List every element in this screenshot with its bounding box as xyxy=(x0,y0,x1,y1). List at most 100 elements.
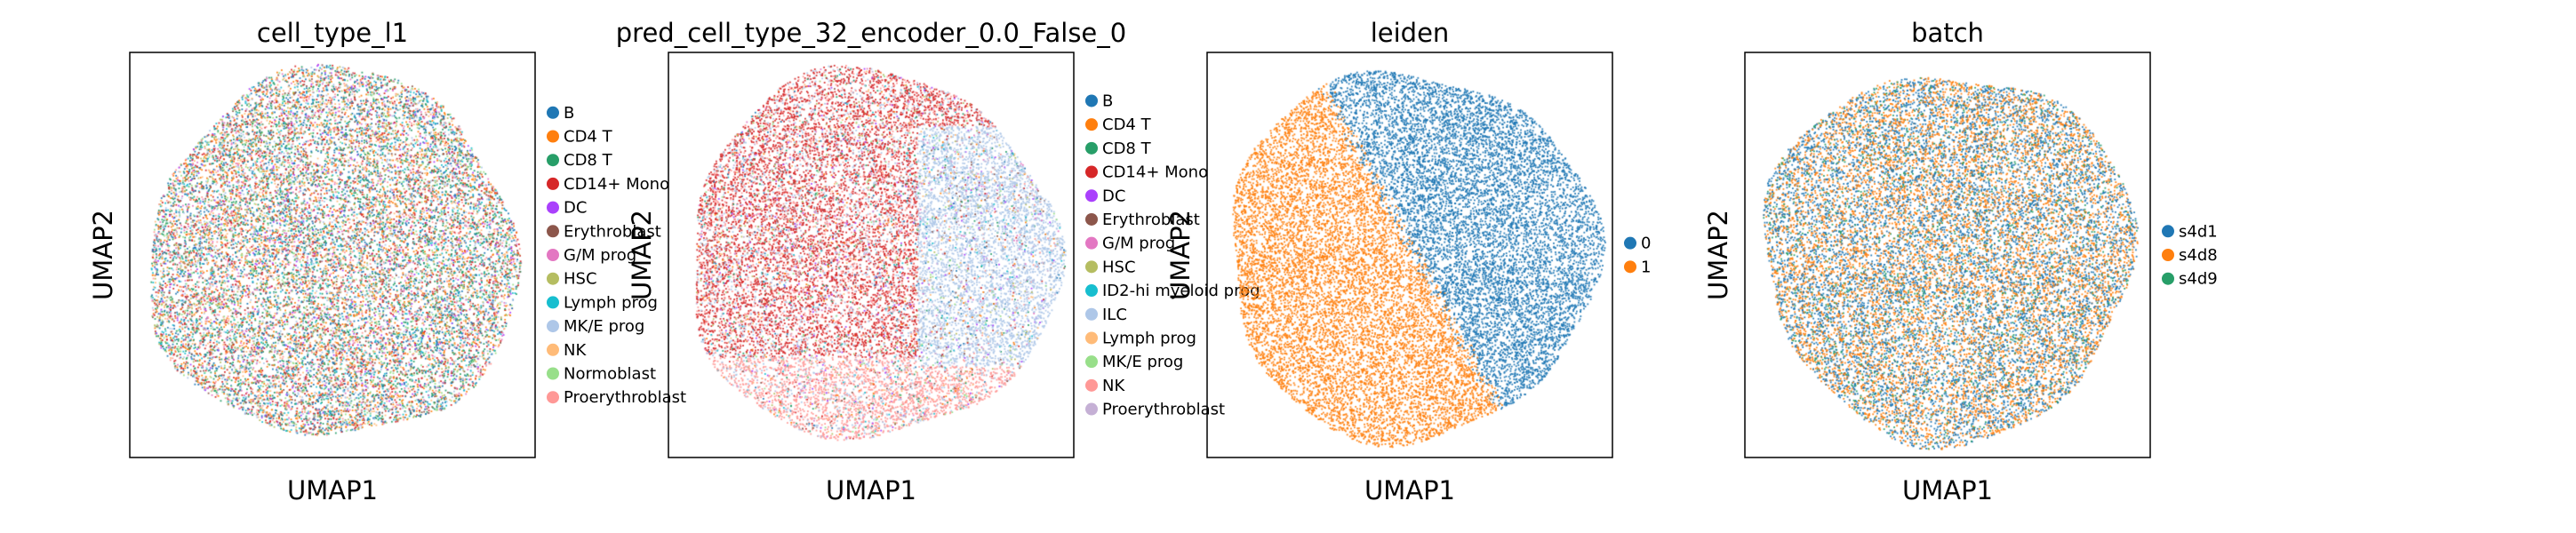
legend-marker xyxy=(547,249,559,261)
legend-item: s4d9 xyxy=(2162,270,2218,289)
legend-item: 1 xyxy=(1624,258,1651,276)
legend-item: NK xyxy=(1085,377,1125,395)
legend-item: CD8 T xyxy=(1085,139,1152,158)
legend-item: G/M prog xyxy=(547,246,636,265)
legend-item: Erythroblast xyxy=(1085,211,1200,229)
legend-label: DC xyxy=(564,199,587,218)
legend-label: MK/E prog xyxy=(1102,353,1183,371)
legend-marker xyxy=(2162,272,2174,285)
legend-marker xyxy=(547,154,559,167)
panel-title: cell_type_l1 xyxy=(257,18,408,48)
legend-item: s4d8 xyxy=(2162,246,2218,265)
plot-frame xyxy=(129,52,536,458)
legend-label: Lymph prog xyxy=(1102,329,1196,347)
legend-item: Normoblast xyxy=(547,365,656,384)
legend-label: CD8 T xyxy=(564,151,613,170)
legend-item: CD14+ Mono xyxy=(1085,163,1208,182)
legend-item: CD4 T xyxy=(547,128,613,147)
legend-marker xyxy=(1085,307,1098,321)
legend-label: ILC xyxy=(1102,306,1127,324)
legend-label: CD8 T xyxy=(1102,139,1152,158)
plot-frame xyxy=(668,52,1075,458)
y-axis-label: UMAP2 xyxy=(1165,210,1196,300)
legend-marker xyxy=(547,272,559,285)
legend-label: s4d9 xyxy=(2179,270,2218,289)
legend-marker xyxy=(547,225,559,238)
legend-marker xyxy=(547,391,559,404)
legend-label: CD14+ Mono xyxy=(564,175,669,194)
legend-marker xyxy=(547,130,559,143)
scatter-points xyxy=(1207,52,1612,457)
scatter-points xyxy=(668,52,1074,457)
legend-item: Proerythroblast xyxy=(547,388,686,407)
legend-label: DC xyxy=(1102,187,1125,205)
legend-item: 0 xyxy=(1624,235,1651,253)
legend-label: Normoblast xyxy=(564,365,656,384)
panel-0: cell_type_l1 UMAP1 UMAP2 B CD4 T CD8 T CD14+ M… xyxy=(88,18,686,505)
legend-item: CD4 T xyxy=(1085,115,1152,134)
legend-label: s4d1 xyxy=(2179,222,2218,241)
legend-label: Lymph prog xyxy=(564,293,658,312)
y-axis-label: UMAP2 xyxy=(627,210,657,300)
panel-title: batch xyxy=(1911,18,1984,48)
legend-item: s4d1 xyxy=(2162,222,2218,241)
panel-1: pred_cell_type_32_encoder_0.0_False_0 UMA… xyxy=(616,18,1260,505)
legend-item: B xyxy=(547,104,574,123)
legend-label: Erythroblast xyxy=(564,222,661,241)
legend-marker xyxy=(1085,141,1098,155)
legend-marker xyxy=(547,106,559,119)
legend-label: G/M prog xyxy=(564,246,636,265)
legend-label: G/M prog xyxy=(1102,235,1175,253)
legend-label: HSC xyxy=(1102,258,1136,276)
legend-label: B xyxy=(1102,91,1113,110)
legend-label: s4d8 xyxy=(2179,246,2218,265)
legend-label: Proerythroblast xyxy=(1102,401,1225,419)
legend-marker xyxy=(1085,355,1098,369)
legend-item: CD8 T xyxy=(547,151,613,170)
legend-item: NK xyxy=(547,341,587,360)
legend-marker xyxy=(1085,118,1098,131)
legend-marker xyxy=(547,367,559,380)
legend-item: HSC xyxy=(1085,258,1136,276)
legend-item: MK/E prog xyxy=(1085,353,1183,371)
legend-item: CD14+ Mono xyxy=(547,175,669,194)
legend-marker xyxy=(547,296,559,309)
x-axis-label: UMAP1 xyxy=(287,475,378,505)
legend-label: 1 xyxy=(1641,258,1651,276)
legend-marker xyxy=(1085,402,1098,416)
legend-marker xyxy=(1624,236,1636,250)
legend-marker xyxy=(1085,94,1098,107)
legend-label: CD14+ Mono xyxy=(1102,163,1208,182)
legend-marker xyxy=(547,177,559,190)
legend-item: Lymph prog xyxy=(1085,329,1196,347)
legend-label: NK xyxy=(1102,377,1125,395)
legend-label: CD4 T xyxy=(564,128,613,147)
legend-item: HSC xyxy=(547,270,597,289)
legend-marker xyxy=(547,343,559,356)
legend-label: B xyxy=(564,104,574,123)
legend-marker xyxy=(1085,284,1098,298)
legend-marker xyxy=(1085,331,1098,345)
legend-item: DC xyxy=(1085,187,1125,205)
x-axis-label: UMAP1 xyxy=(826,475,916,505)
legend-item: G/M prog xyxy=(1085,235,1175,253)
x-axis-label: UMAP1 xyxy=(1364,475,1455,505)
legend-item: Erythroblast xyxy=(547,222,661,241)
legend-marker xyxy=(2162,249,2174,261)
y-axis-label: UMAP2 xyxy=(1703,210,1733,300)
scatter-points xyxy=(130,52,535,457)
legend-label: 0 xyxy=(1641,235,1651,253)
legend-marker xyxy=(547,320,559,333)
panel-title: pred_cell_type_32_encoder_0.0_False_0 xyxy=(616,18,1126,48)
legend-label: Erythroblast xyxy=(1102,211,1200,229)
legend-item: MK/E prog xyxy=(547,317,644,336)
legend-marker xyxy=(1085,236,1098,250)
legend-marker xyxy=(1624,260,1636,274)
legend-marker xyxy=(1085,165,1098,179)
legend-item: B xyxy=(1085,91,1113,110)
legend-marker xyxy=(1085,378,1098,392)
legend-marker xyxy=(1085,189,1098,203)
plot-frame xyxy=(1744,52,2151,458)
legend-marker xyxy=(1085,260,1098,274)
legend-label: MK/E prog xyxy=(564,317,644,336)
